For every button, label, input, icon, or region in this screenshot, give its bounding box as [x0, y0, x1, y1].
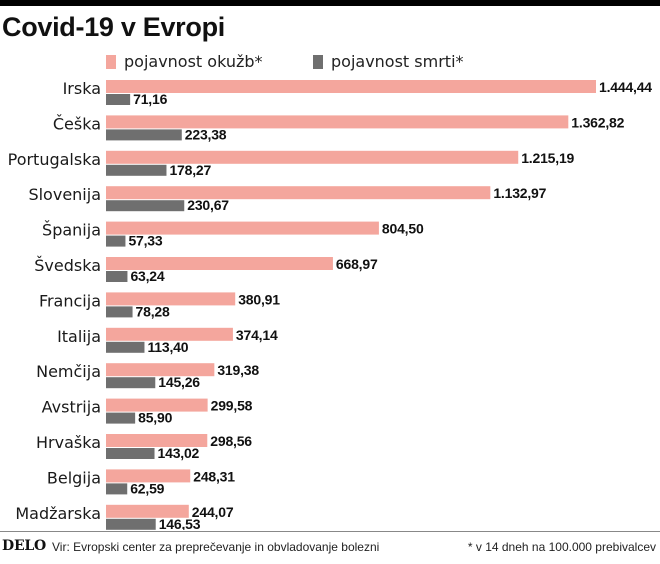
death-value-italija: 113,40 — [147, 339, 188, 355]
top-rule — [0, 0, 660, 6]
death-bar-hrvaska — [106, 448, 155, 459]
death-value-nemcija: 145,26 — [158, 374, 200, 390]
death-bar-portugalska — [106, 164, 167, 176]
death-value-hrvaska: 143,02 — [158, 445, 200, 461]
infection-bar-irska — [106, 80, 596, 93]
infection-bar-nemcija — [106, 363, 215, 377]
category-label-francija: Francija — [39, 291, 101, 310]
death-bar-spanija — [106, 235, 126, 247]
death-value-portugalska: 178,27 — [169, 162, 211, 178]
death-value-irska: 71,16 — [133, 91, 167, 107]
death-bar-italija — [106, 341, 145, 353]
category-label-belgija: Belgija — [47, 468, 101, 487]
infection-bar-italija — [106, 327, 233, 341]
infection-value-ceska: 1.362,82 — [571, 114, 624, 130]
source-note: Vir: Evropski center za preprečevanje in… — [52, 540, 380, 554]
delo-logo: DELO — [2, 538, 47, 554]
death-bar-francija — [106, 306, 133, 318]
death-value-madzarska: 146,53 — [159, 516, 201, 530]
infection-bar-avstrija — [106, 398, 208, 412]
death-bar-nemcija — [106, 377, 156, 389]
infection-value-svedska: 668,97 — [336, 256, 378, 272]
footnote: * v 14 dneh na 100.000 prebivalcev — [467, 540, 656, 554]
infection-bar-hrvaska — [106, 434, 208, 447]
infection-bar-francija — [106, 292, 236, 306]
infection-value-portugalska: 1.215,19 — [521, 150, 574, 166]
death-value-svedska: 63,24 — [130, 268, 164, 284]
infection-bar-spanija — [106, 221, 379, 235]
death-value-ceska: 223,38 — [185, 126, 227, 142]
death-bar-svedska — [106, 271, 128, 282]
infection-value-italija: 374,14 — [236, 327, 278, 343]
category-label-slovenija: Slovenija — [28, 185, 101, 204]
category-label-hrvaska: Hrvaška — [36, 433, 101, 452]
legend-label-deaths: pojavnost smrti* — [331, 52, 464, 71]
infection-value-madzarska: 244,07 — [192, 504, 234, 520]
death-bar-madzarska — [106, 518, 156, 530]
category-label-spanija: Španija — [42, 221, 101, 240]
death-bar-ceska — [106, 129, 182, 141]
death-value-slovenija: 230,67 — [187, 197, 229, 213]
infection-bar-svedska — [106, 257, 333, 270]
death-value-belgija: 62,59 — [130, 480, 164, 496]
category-label-italija: Italija — [57, 327, 101, 346]
category-label-ceska: Češka — [53, 114, 101, 133]
bar-chart: Irska 1.444,44 71,16 Češka 1.362,82 223,38 Por… — [8, 79, 653, 530]
infection-bar-slovenija — [106, 186, 491, 200]
death-bar-irska — [106, 94, 131, 105]
infection-value-avstrija: 299,58 — [211, 398, 253, 414]
category-label-svedska: Švedska — [34, 256, 101, 275]
footer-rule — [0, 531, 660, 532]
infection-bar-ceska — [106, 115, 569, 129]
infection-value-hrvaska: 298,56 — [210, 433, 252, 449]
death-bar-belgija — [106, 483, 128, 495]
infection-value-nemcija: 319,38 — [217, 362, 259, 378]
infection-value-belgija: 248,31 — [193, 468, 235, 484]
death-value-francija: 78,28 — [136, 303, 170, 319]
infection-bar-portugalska — [106, 150, 519, 164]
infection-value-slovenija: 1.132,97 — [493, 185, 546, 201]
category-label-nemcija: Nemčija — [36, 362, 101, 381]
category-label-irska: Irska — [63, 79, 101, 98]
legend-swatch-deaths — [313, 55, 323, 69]
infection-value-francija: 380,91 — [238, 291, 280, 307]
chart-title: Covid-19 v Evropi — [2, 12, 225, 42]
legend-label-infections: pojavnost okužb* — [124, 52, 263, 71]
infection-bar-belgija — [106, 469, 191, 483]
infection-value-spanija: 804,50 — [382, 221, 424, 237]
infection-value-irska: 1.444,44 — [599, 79, 652, 95]
category-label-madzarska: Madžarska — [15, 504, 101, 523]
death-value-spanija: 57,33 — [128, 233, 162, 249]
legend-swatch-infections — [106, 55, 116, 69]
category-label-avstrija: Avstrija — [42, 398, 101, 417]
death-bar-avstrija — [106, 412, 136, 424]
infection-bar-madzarska — [106, 504, 189, 518]
category-label-portugalska: Portugalska — [8, 150, 101, 169]
death-bar-slovenija — [106, 200, 185, 212]
death-value-avstrija: 85,90 — [138, 410, 172, 426]
